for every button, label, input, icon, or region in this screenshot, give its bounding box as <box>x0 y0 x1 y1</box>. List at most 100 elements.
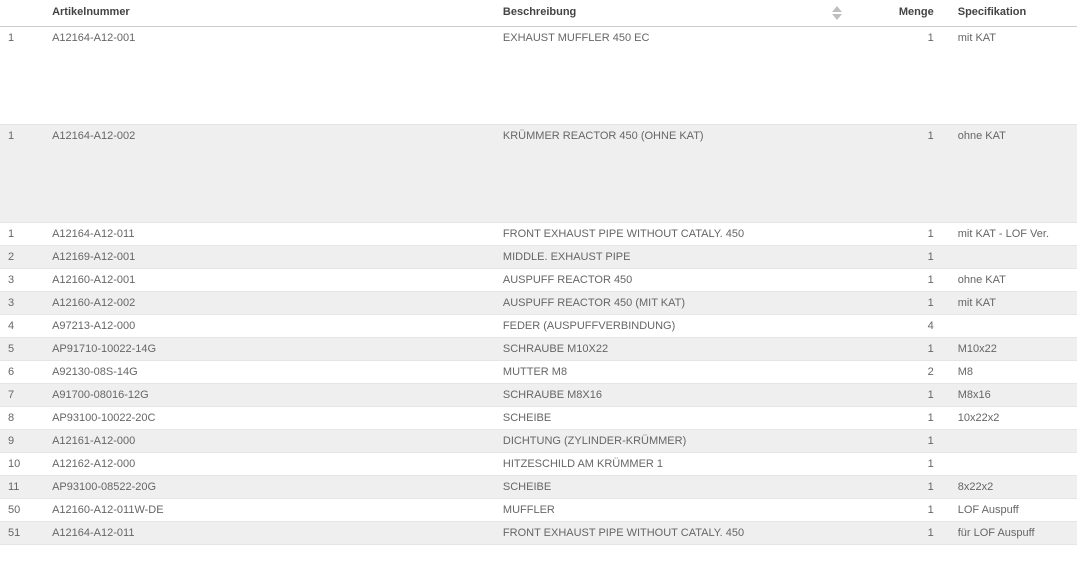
table-row[interactable]: 1A12164-A12-002KRÜMMER REACTOR 450 (OHNE… <box>0 125 1077 223</box>
cell-description: MIDDLE. EXHAUST PIPE <box>499 246 852 269</box>
header-quantity[interactable]: Menge <box>852 0 954 27</box>
cell-quantity: 1 <box>852 338 954 361</box>
cell-index: 50 <box>0 499 48 522</box>
header-index[interactable] <box>0 0 48 27</box>
cell-index: 1 <box>0 223 48 246</box>
cell-quantity: 1 <box>852 246 954 269</box>
header-description[interactable]: Beschreibung <box>499 0 852 27</box>
cell-quantity: 1 <box>852 269 954 292</box>
cell-quantity: 1 <box>852 430 954 453</box>
cell-specification: M8 <box>954 361 1077 384</box>
cell-index: 1 <box>0 27 48 125</box>
table-row[interactable]: 9A12161-A12-000DICHTUNG (ZYLINDER-KRÜMME… <box>0 430 1077 453</box>
table-header-row: Artikelnummer Beschreibung Menge Specifi… <box>0 0 1077 27</box>
cell-quantity: 4 <box>852 315 954 338</box>
cell-quantity: 1 <box>852 453 954 476</box>
cell-description: KRÜMMER REACTOR 450 (OHNE KAT) <box>499 125 852 223</box>
cell-description: AUSPUFF REACTOR 450 (MIT KAT) <box>499 292 852 315</box>
cell-article-number: A12160-A12-001 <box>48 269 499 292</box>
cell-article-number: A91700-08016-12G <box>48 384 499 407</box>
table-row[interactable]: 1A12164-A12-011FRONT EXHAUST PIPE WITHOU… <box>0 223 1077 246</box>
cell-article-number: A12160-A12-002 <box>48 292 499 315</box>
cell-index: 7 <box>0 384 48 407</box>
cell-article-number: A12162-A12-000 <box>48 453 499 476</box>
cell-index: 5 <box>0 338 48 361</box>
cell-index: 3 <box>0 292 48 315</box>
table-row[interactable]: 10A12162-A12-000HITZESCHILD AM KRÜMMER 1… <box>0 453 1077 476</box>
cell-description: SCHRAUBE M8X16 <box>499 384 852 407</box>
header-specification[interactable]: Specifikation <box>954 0 1077 27</box>
table-row[interactable]: 50A12160-A12-011W-DEMUFFLER1LOF Auspuff <box>0 499 1077 522</box>
cell-index: 10 <box>0 453 48 476</box>
cell-quantity: 1 <box>852 476 954 499</box>
parts-table: Artikelnummer Beschreibung Menge Specifi… <box>0 0 1077 545</box>
cell-specification <box>954 315 1077 338</box>
cell-article-number: A12161-A12-000 <box>48 430 499 453</box>
cell-quantity: 1 <box>852 384 954 407</box>
cell-description: MUFFLER <box>499 499 852 522</box>
header-article-number[interactable]: Artikelnummer <box>48 0 499 27</box>
cell-article-number: AP93100-08522-20G <box>48 476 499 499</box>
cell-description: MUTTER M8 <box>499 361 852 384</box>
cell-specification <box>954 430 1077 453</box>
cell-description: FEDER (AUSPUFFVERBINDUNG) <box>499 315 852 338</box>
cell-description: SCHEIBE <box>499 476 852 499</box>
cell-description: SCHRAUBE M10X22 <box>499 338 852 361</box>
table-row[interactable]: 11AP93100-08522-20GSCHEIBE18x22x2 <box>0 476 1077 499</box>
table-row[interactable]: 4A97213-A12-000FEDER (AUSPUFFVERBINDUNG)… <box>0 315 1077 338</box>
cell-index: 2 <box>0 246 48 269</box>
table-row[interactable]: 5AP91710-10022-14GSCHRAUBE M10X221M10x22 <box>0 338 1077 361</box>
cell-specification: mit KAT <box>954 27 1077 125</box>
cell-quantity: 1 <box>852 27 954 125</box>
cell-specification: 10x22x2 <box>954 407 1077 430</box>
cell-specification: LOF Auspuff <box>954 499 1077 522</box>
cell-description: EXHAUST MUFFLER 450 EC <box>499 27 852 125</box>
cell-quantity: 1 <box>852 125 954 223</box>
cell-description: SCHEIBE <box>499 407 852 430</box>
cell-index: 6 <box>0 361 48 384</box>
cell-article-number: A12164-A12-011 <box>48 522 499 545</box>
cell-specification: 8x22x2 <box>954 476 1077 499</box>
cell-article-number: AP91710-10022-14G <box>48 338 499 361</box>
cell-quantity: 1 <box>852 522 954 545</box>
cell-article-number: A92130-08S-14G <box>48 361 499 384</box>
table-row[interactable]: 7A91700-08016-12GSCHRAUBE M8X161M8x16 <box>0 384 1077 407</box>
cell-specification: M10x22 <box>954 338 1077 361</box>
table-row[interactable]: 51A12164-A12-011FRONT EXHAUST PIPE WITHO… <box>0 522 1077 545</box>
cell-index: 51 <box>0 522 48 545</box>
cell-specification: M8x16 <box>954 384 1077 407</box>
table-row[interactable]: 3A12160-A12-001AUSPUFF REACTOR 4501ohne … <box>0 269 1077 292</box>
table-body: 1A12164-A12-001EXHAUST MUFFLER 450 EC1mi… <box>0 27 1077 545</box>
sort-arrows-icon[interactable] <box>832 6 842 20</box>
cell-specification <box>954 453 1077 476</box>
cell-quantity: 1 <box>852 223 954 246</box>
cell-article-number: A12160-A12-011W-DE <box>48 499 499 522</box>
cell-index: 8 <box>0 407 48 430</box>
table-row[interactable]: 8AP93100-10022-20CSCHEIBE110x22x2 <box>0 407 1077 430</box>
cell-description: DICHTUNG (ZYLINDER-KRÜMMER) <box>499 430 852 453</box>
cell-quantity: 1 <box>852 292 954 315</box>
header-description-label: Beschreibung <box>503 6 576 18</box>
cell-article-number: AP93100-10022-20C <box>48 407 499 430</box>
cell-article-number: A12169-A12-001 <box>48 246 499 269</box>
cell-specification <box>954 246 1077 269</box>
cell-article-number: A97213-A12-000 <box>48 315 499 338</box>
cell-index: 4 <box>0 315 48 338</box>
cell-quantity: 1 <box>852 407 954 430</box>
cell-quantity: 2 <box>852 361 954 384</box>
cell-article-number: A12164-A12-001 <box>48 27 499 125</box>
cell-index: 3 <box>0 269 48 292</box>
cell-index: 9 <box>0 430 48 453</box>
cell-description: AUSPUFF REACTOR 450 <box>499 269 852 292</box>
cell-specification: für LOF Auspuff <box>954 522 1077 545</box>
table-row[interactable]: 3A12160-A12-002AUSPUFF REACTOR 450 (MIT … <box>0 292 1077 315</box>
cell-specification: mit KAT <box>954 292 1077 315</box>
table-row[interactable]: 1A12164-A12-001EXHAUST MUFFLER 450 EC1mi… <box>0 27 1077 125</box>
cell-specification: mit KAT - LOF Ver. <box>954 223 1077 246</box>
cell-specification: ohne KAT <box>954 269 1077 292</box>
table-row[interactable]: 6A92130-08S-14GMUTTER M82M8 <box>0 361 1077 384</box>
cell-article-number: A12164-A12-011 <box>48 223 499 246</box>
cell-article-number: A12164-A12-002 <box>48 125 499 223</box>
cell-index: 1 <box>0 125 48 223</box>
table-row[interactable]: 2A12169-A12-001MIDDLE. EXHAUST PIPE1 <box>0 246 1077 269</box>
